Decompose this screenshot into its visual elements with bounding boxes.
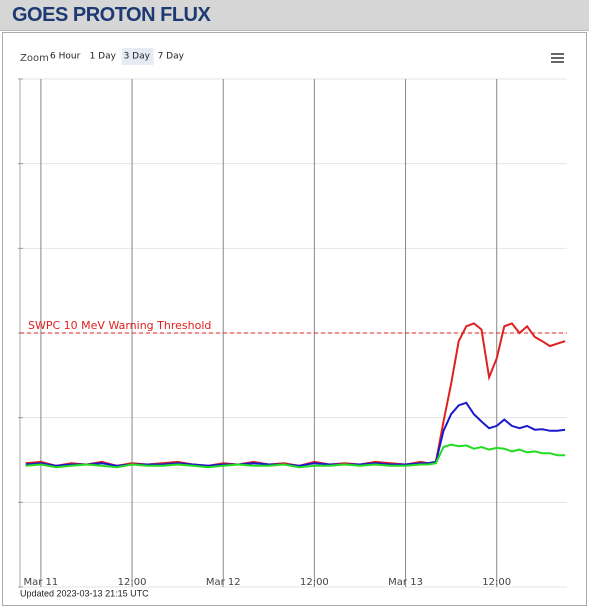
threshold-label: SWPC 10 MeV Warning Threshold [28, 319, 211, 332]
menu-bar [551, 53, 564, 55]
zoom-selected [121, 48, 154, 65]
title: GOES PROTON FLUX [12, 4, 211, 26]
updated: Updated 2023-03-13 21:15 UTC [20, 588, 149, 598]
panel [2, 32, 587, 606]
series-line [25, 401, 566, 467]
menu-bar [551, 61, 564, 63]
x-tick-label: Mar 11 [24, 577, 59, 588]
series-line [25, 443, 566, 469]
menu-button[interactable] [551, 53, 564, 63]
x-tick-label: Mar 13 [388, 577, 423, 588]
header: GOES PROTON FLUX [0, 0, 589, 31]
zoom-button[interactable]: 3 Day [124, 52, 151, 62]
zoom-label: Zoom [20, 53, 49, 64]
series-line [25, 322, 566, 467]
x-tick-label: Mar 12 [206, 577, 241, 588]
zoom-button[interactable]: 6 Hour [50, 52, 81, 62]
x-tick-label: 12:00 [482, 577, 511, 588]
zoom-button[interactable]: 7 Day [158, 52, 185, 62]
zoom-button[interactable]: 1 Day [90, 52, 117, 62]
menu-bar [551, 57, 564, 59]
x-tick-label: 12:00 [118, 577, 147, 588]
x-tick-label: 12:00 [300, 577, 329, 588]
